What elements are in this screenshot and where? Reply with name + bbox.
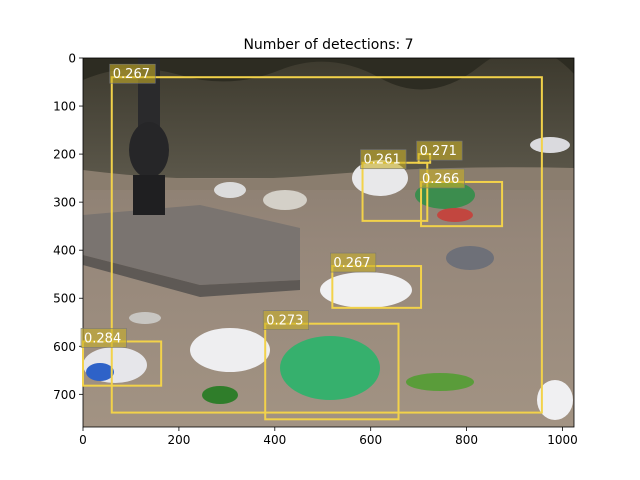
chart-title: Number of detections: 7 (243, 37, 413, 53)
detection-boxes: 0.267 0.271 0.261 0.266 0.267 0.273 0.284 (80, 63, 543, 421)
detection-box (110, 76, 543, 414)
detection-label-background (80, 328, 127, 348)
detection-label-background (109, 63, 156, 84)
x-tick-label: 800 (455, 433, 478, 447)
y-axis: 0 100 200 300 400 500 600 700 (53, 52, 83, 402)
photo-image (83, 58, 574, 427)
x-axis: 0 200 400 600 800 1000 (79, 427, 578, 447)
x-tick-label: 400 (263, 433, 286, 447)
y-tick-label: 700 (53, 388, 76, 402)
y-tick-label: 0 (68, 52, 76, 66)
detection-score-label: 0.267 (333, 256, 370, 271)
detection-label-background (360, 149, 407, 170)
detection-label-background (262, 310, 310, 330)
axes-frame (82, 57, 575, 428)
detection-label-background (418, 168, 465, 189)
detection-score-label: 0.271 (420, 144, 457, 159)
x-tick-label: 1000 (547, 433, 578, 447)
x-tick-label: 600 (359, 433, 382, 447)
detection-box (264, 322, 400, 421)
detection-label-background (330, 252, 377, 273)
detection-score-label: 0.267 (113, 67, 150, 82)
detection-score-label: 0.261 (364, 153, 401, 168)
x-tick-label: 200 (167, 433, 190, 447)
detection-score-label: 0.273 (266, 314, 303, 329)
y-tick-label: 200 (53, 148, 76, 162)
y-tick-label: 400 (53, 244, 76, 258)
y-tick-label: 100 (53, 100, 76, 114)
detection-label-background (416, 140, 463, 161)
y-tick-label: 500 (53, 292, 76, 306)
detection-score-label: 0.284 (84, 331, 121, 346)
x-tick-label: 0 (79, 433, 87, 447)
detection-score-label: 0.266 (422, 172, 459, 187)
y-tick-label: 600 (53, 340, 76, 354)
detection-box (331, 265, 423, 309)
y-tick-label: 300 (53, 196, 76, 210)
